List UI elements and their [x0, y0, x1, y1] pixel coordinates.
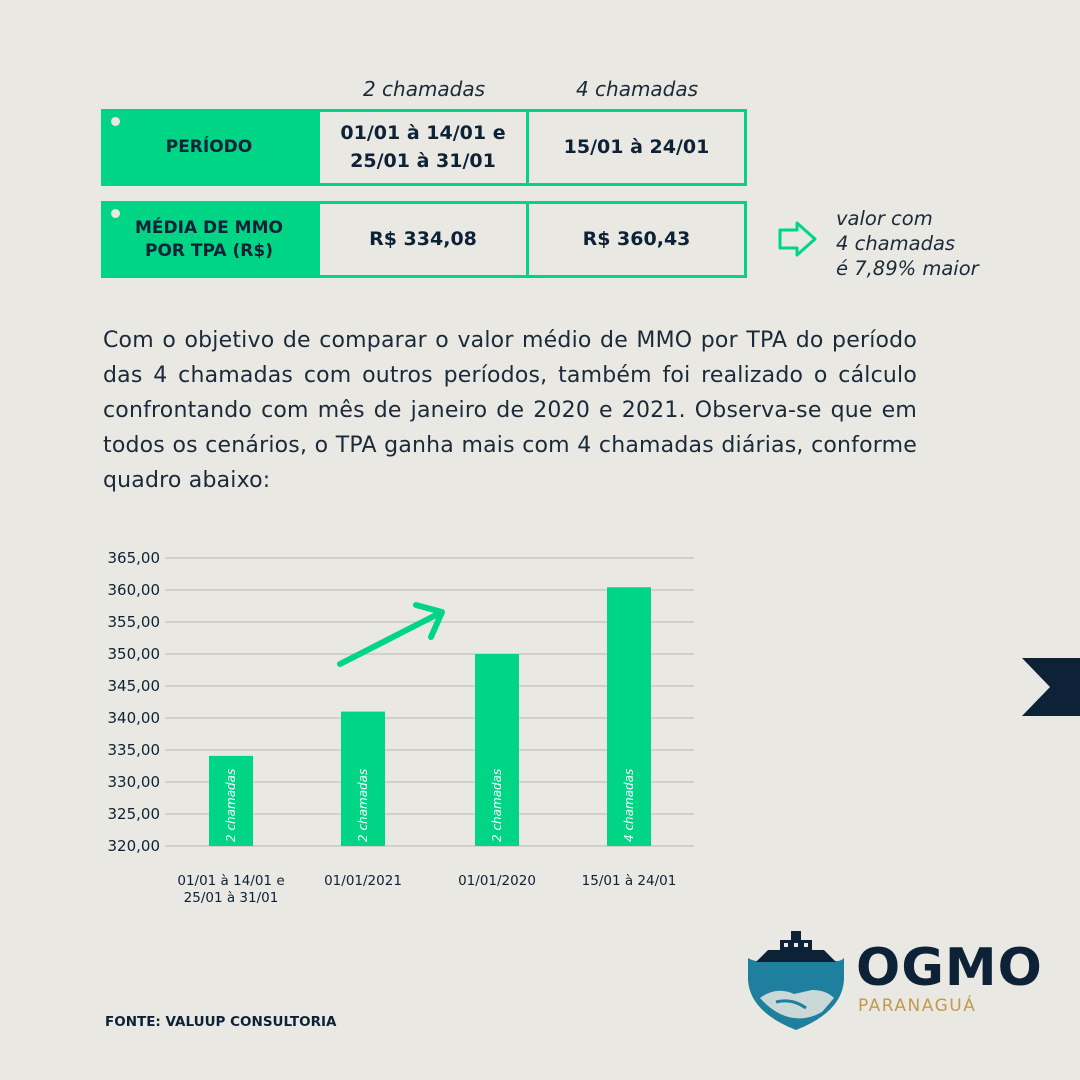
bar — [209, 755, 253, 846]
bar-label: 2 chamadas — [356, 769, 370, 842]
x-tick-label: 01/01 à 14/01 e — [177, 873, 284, 889]
row-label-line: PERÍODO — [165, 137, 253, 158]
bullet-dot-icon — [111, 209, 120, 218]
source-text: FONTE: VALUUP CONSULTORIA — [105, 1014, 337, 1030]
row-label-line: MÉDIA DE MMO — [135, 217, 283, 238]
row-label-media: MÉDIA DE MMO POR TPA (R$) — [101, 201, 317, 278]
ogmo-logo-icon — [748, 931, 844, 1030]
bar — [607, 587, 651, 846]
note-line: é 7,89% maior — [836, 257, 979, 280]
arrow-right-outline-icon — [778, 221, 817, 257]
y-tick-label: 350,00 — [108, 645, 161, 663]
col-header-2-chamadas: 2 chamadas — [362, 77, 486, 101]
cell-line: 15/01 à 24/01 — [563, 135, 710, 158]
cell-line: R$ 360,43 — [582, 227, 691, 250]
y-tick-label: 320,00 — [108, 837, 161, 855]
bar-label: 2 chamadas — [490, 769, 504, 842]
cell-line: 25/01 à 31/01 — [350, 149, 496, 172]
bar-label: 2 chamadas — [224, 769, 238, 842]
brand-name: OGMO — [856, 938, 1043, 998]
cell-periodo-4-chamadas: 15/01 à 24/01 — [529, 109, 747, 186]
col-header-4-chamadas: 4 chamadas — [575, 77, 699, 101]
cell-line: 01/01 à 14/01 e — [340, 121, 506, 144]
note-line: 4 chamadas — [836, 232, 956, 255]
bar — [475, 654, 519, 846]
trend-arrow-up-icon — [337, 602, 445, 667]
table-row-media: MÉDIA DE MMO POR TPA (R$) R$ 334,08 R$ 3… — [101, 201, 749, 278]
cell-media-4-chamadas: R$ 360,43 — [529, 201, 747, 278]
bar-chart: 320,00 325,00 330,00 335,00 340,00 345,00 350,… — [108, 549, 694, 906]
x-tick-label: 01/01/2021 — [324, 873, 402, 889]
y-tick-label: 335,00 — [108, 741, 161, 759]
y-tick-label: 365,00 — [108, 549, 161, 567]
y-tick-label: 325,00 — [108, 805, 161, 823]
y-tick-label: 355,00 — [108, 613, 161, 631]
x-tick-label: 15/01 à 24/01 — [582, 873, 677, 889]
body-paragraph: Com o objetivo de comparar o valor médio… — [103, 328, 917, 493]
table-row-periodo: PERÍODO 01/01 à 14/01 e 25/01 à 31/01 15… — [101, 109, 749, 186]
note-line: valor com — [836, 207, 933, 230]
row-label-periodo: PERÍODO — [101, 109, 317, 186]
x-tick-label: 25/01 à 31/01 — [184, 890, 279, 906]
bullet-dot-icon — [111, 117, 120, 126]
bar — [341, 711, 385, 846]
y-tick-label: 345,00 — [108, 677, 161, 695]
next-chevron-icon[interactable] — [1022, 658, 1080, 716]
y-tick-label: 330,00 — [108, 773, 161, 791]
row-label-line: POR TPA (R$) — [145, 240, 273, 261]
y-tick-label: 340,00 — [108, 709, 161, 727]
cell-periodo-2-chamadas: 01/01 à 14/01 e 25/01 à 31/01 — [317, 109, 529, 186]
cell-media-2-chamadas: R$ 334,08 — [317, 201, 529, 278]
cell-line: R$ 334,08 — [369, 227, 477, 250]
x-tick-label: 01/01/2020 — [458, 873, 536, 889]
brand-subtitle: PARANAGUÁ — [858, 996, 977, 1016]
y-tick-label: 360,00 — [108, 581, 161, 599]
bar-label: 4 chamadas — [622, 769, 636, 842]
comparison-note: valor com 4 chamadas é 7,89% maior — [836, 206, 979, 281]
